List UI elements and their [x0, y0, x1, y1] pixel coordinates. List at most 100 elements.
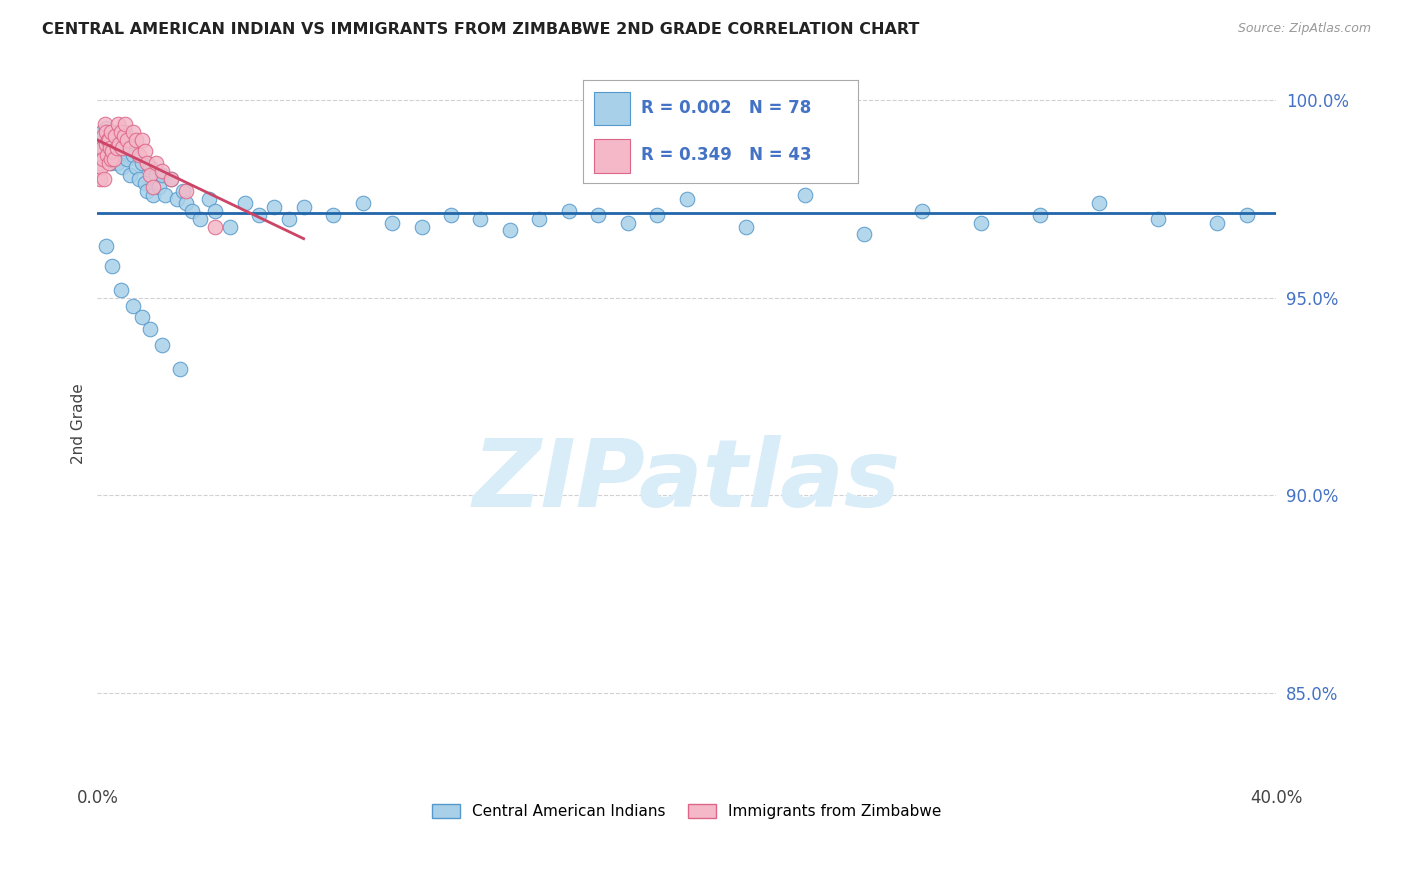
- Point: [145, 156, 167, 170]
- Point: [166, 192, 188, 206]
- Point: [96, 125, 118, 139]
- Point: [98, 133, 121, 147]
- Point: [131, 133, 153, 147]
- Point: [89, 148, 111, 162]
- Point: [411, 219, 433, 234]
- Point: [529, 211, 551, 226]
- Point: [101, 128, 124, 143]
- Point: [128, 148, 150, 162]
- Point: [139, 168, 162, 182]
- Point: [98, 136, 121, 151]
- Point: [128, 172, 150, 186]
- Point: [190, 211, 212, 226]
- Point: [89, 133, 111, 147]
- Point: [734, 219, 756, 234]
- Point: [172, 184, 194, 198]
- Point: [233, 195, 256, 210]
- Point: [97, 133, 120, 147]
- Point: [148, 180, 170, 194]
- Point: [91, 153, 114, 167]
- Point: [121, 125, 143, 139]
- Point: [111, 161, 134, 175]
- Point: [104, 140, 127, 154]
- Point: [136, 184, 159, 198]
- Point: [160, 172, 183, 186]
- Point: [108, 148, 131, 162]
- Text: R = 0.349   N = 43: R = 0.349 N = 43: [641, 145, 811, 163]
- Point: [105, 140, 128, 154]
- Bar: [595, 139, 630, 173]
- Point: [470, 211, 492, 226]
- Point: [121, 148, 143, 162]
- Point: [142, 180, 165, 194]
- Point: [118, 140, 141, 154]
- Point: [617, 216, 640, 230]
- Point: [588, 208, 610, 222]
- Point: [322, 208, 344, 222]
- Point: [150, 338, 173, 352]
- Point: [91, 128, 114, 143]
- Point: [292, 200, 315, 214]
- Point: [94, 136, 117, 151]
- Point: [1029, 208, 1052, 222]
- Point: [852, 227, 875, 242]
- Point: [124, 133, 146, 147]
- Point: [440, 208, 463, 222]
- Bar: [595, 92, 630, 126]
- Point: [121, 299, 143, 313]
- Point: [134, 145, 156, 159]
- Point: [104, 128, 127, 143]
- Point: [139, 322, 162, 336]
- Point: [112, 145, 135, 159]
- Point: [558, 203, 581, 218]
- Legend: Central American Indians, Immigrants from Zimbabwe: Central American Indians, Immigrants fro…: [426, 797, 948, 825]
- Point: [108, 136, 131, 151]
- Y-axis label: 2nd Grade: 2nd Grade: [72, 384, 86, 465]
- Point: [110, 125, 132, 139]
- Point: [793, 188, 815, 202]
- Point: [110, 283, 132, 297]
- Point: [105, 156, 128, 170]
- Point: [98, 140, 121, 154]
- Point: [131, 156, 153, 170]
- Point: [204, 203, 226, 218]
- Point: [180, 203, 202, 218]
- Point: [117, 140, 139, 154]
- Point: [381, 216, 404, 230]
- Point: [114, 117, 136, 131]
- Point: [93, 117, 115, 131]
- Point: [1088, 195, 1111, 210]
- Point: [111, 140, 134, 154]
- Point: [96, 120, 118, 135]
- Point: [115, 133, 138, 147]
- Point: [174, 195, 197, 210]
- Point: [219, 219, 242, 234]
- Point: [134, 176, 156, 190]
- Point: [249, 208, 271, 222]
- Point: [131, 310, 153, 325]
- Point: [499, 223, 522, 237]
- Point: [89, 172, 111, 186]
- Point: [1147, 211, 1170, 226]
- Point: [90, 140, 112, 154]
- Point: [90, 161, 112, 175]
- Point: [103, 148, 125, 162]
- Point: [110, 133, 132, 147]
- Point: [101, 259, 124, 273]
- Point: [97, 156, 120, 170]
- Point: [90, 125, 112, 139]
- Point: [115, 153, 138, 167]
- Point: [1236, 208, 1258, 222]
- Point: [97, 145, 120, 159]
- Point: [136, 156, 159, 170]
- Point: [174, 184, 197, 198]
- Point: [142, 188, 165, 202]
- Point: [352, 195, 374, 210]
- Point: [101, 145, 124, 159]
- Point: [100, 153, 122, 167]
- Point: [150, 168, 173, 182]
- Point: [124, 161, 146, 175]
- Point: [277, 211, 299, 226]
- Point: [145, 168, 167, 182]
- Text: ZIPatlas: ZIPatlas: [472, 435, 901, 527]
